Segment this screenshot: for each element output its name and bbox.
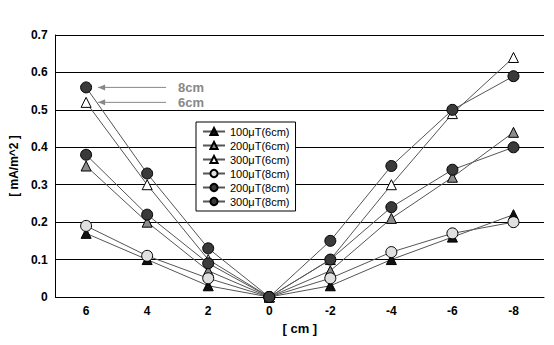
svg-text:6cm: 6cm xyxy=(178,95,204,110)
svg-text:200μT(8cm): 200μT(8cm) xyxy=(230,182,290,194)
svg-text:0: 0 xyxy=(266,304,273,318)
svg-text:-4: -4 xyxy=(386,304,397,318)
svg-text:200μT(6cm): 200μT(6cm) xyxy=(230,140,290,152)
svg-text:[ cm ]: [ cm ] xyxy=(282,321,317,336)
svg-text:0.5: 0.5 xyxy=(31,103,48,117)
svg-text:-2: -2 xyxy=(325,304,336,318)
svg-text:0.4: 0.4 xyxy=(31,140,48,154)
svg-text:6: 6 xyxy=(83,304,90,318)
svg-text:100μT(6cm): 100μT(6cm) xyxy=(230,126,290,138)
svg-text:0.3: 0.3 xyxy=(31,178,48,192)
svg-text:0.6: 0.6 xyxy=(31,65,48,79)
svg-text:4: 4 xyxy=(144,304,151,318)
svg-text:2: 2 xyxy=(205,304,212,318)
svg-text:100μT(8cm): 100μT(8cm) xyxy=(230,168,290,180)
svg-text:-8: -8 xyxy=(508,304,519,318)
svg-text:0.2: 0.2 xyxy=(31,215,48,229)
svg-text:300μT(6cm): 300μT(6cm) xyxy=(230,154,290,166)
svg-text:0: 0 xyxy=(41,290,48,304)
svg-text:-6: -6 xyxy=(447,304,458,318)
svg-text:0.1: 0.1 xyxy=(31,253,48,267)
svg-text:0.7: 0.7 xyxy=(31,28,48,42)
svg-text:[ mA/m^2 ]: [ mA/m^2 ] xyxy=(7,135,21,197)
svg-text:300μT(8cm): 300μT(8cm) xyxy=(230,196,290,208)
svg-text:8cm: 8cm xyxy=(178,80,204,95)
